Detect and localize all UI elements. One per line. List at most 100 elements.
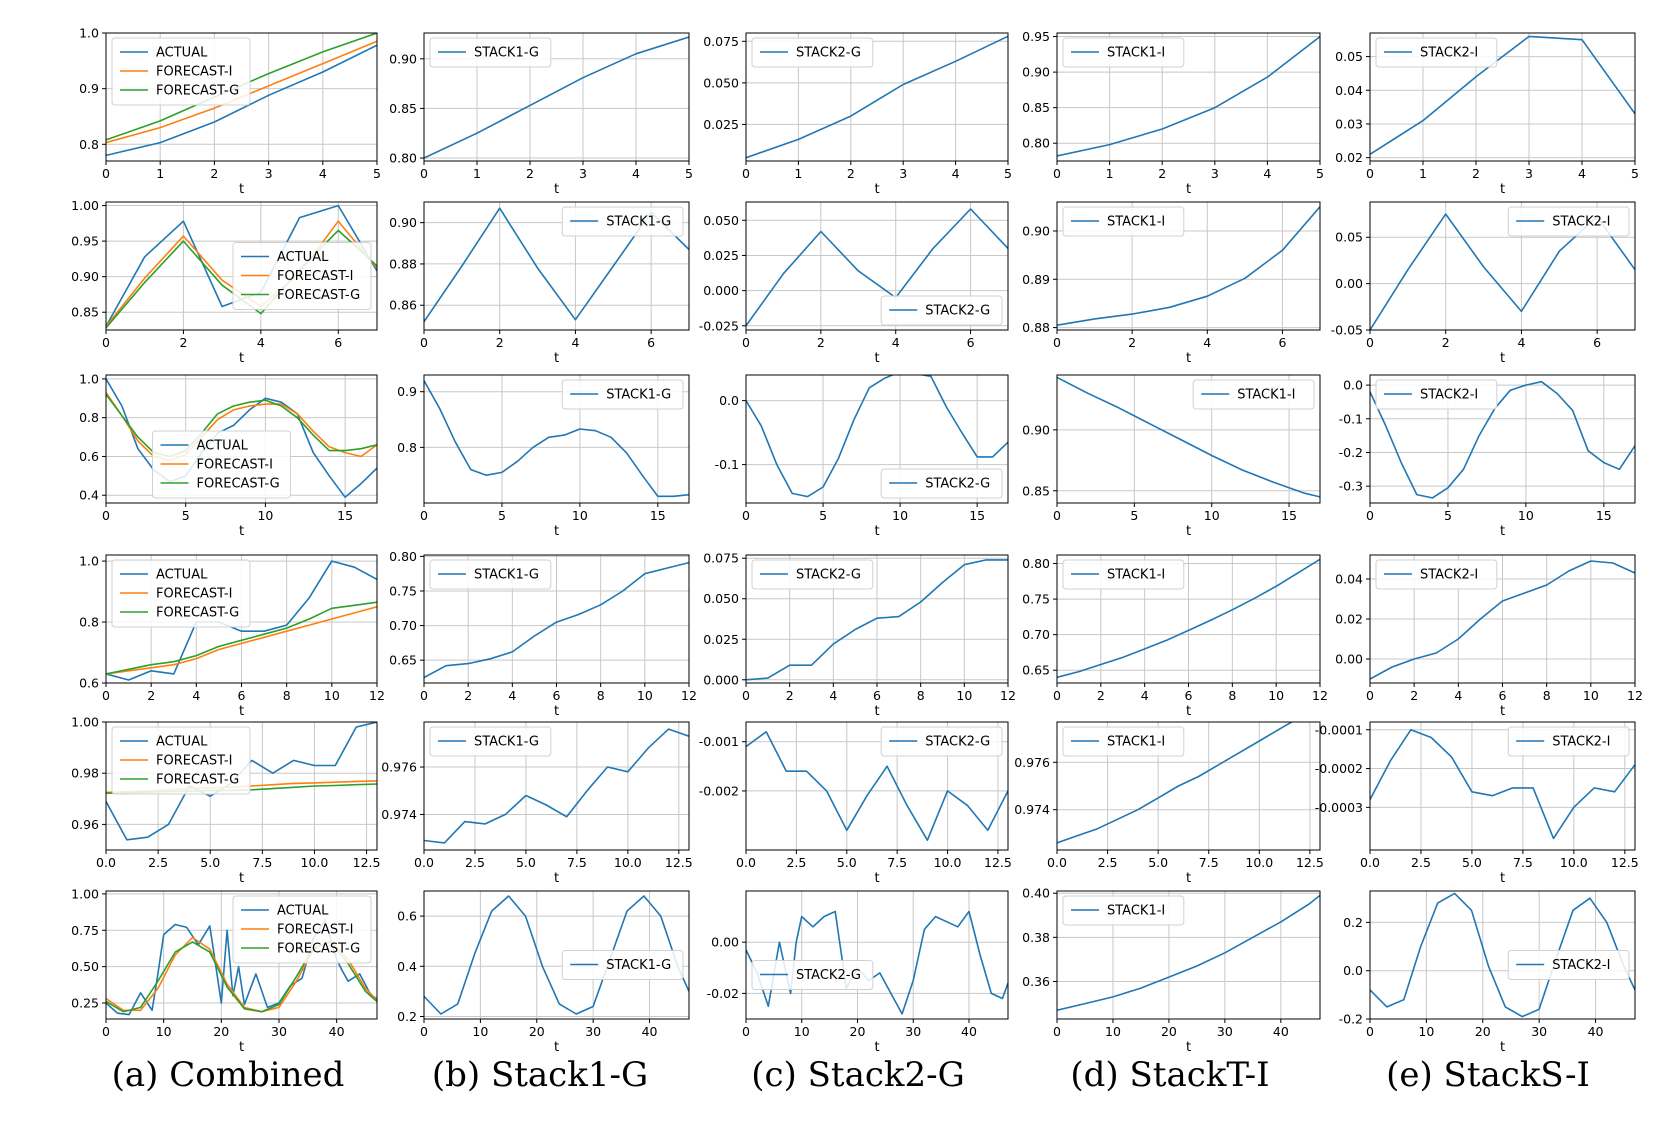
axes-frame <box>105 721 378 851</box>
legend-box <box>232 895 372 964</box>
x-tick-label: 7.5 <box>887 855 907 870</box>
legend-label: STACK2-G <box>796 968 861 983</box>
y-tick-label: 0.00 <box>711 935 739 950</box>
subplot-r4-c4: 0.0 2.5 5.0 7.5 10.0 12.5 -0.0003 -0.0002 -0.000… <box>1315 721 1639 886</box>
x-tick-label: 2 <box>526 166 534 181</box>
subplot-r5-c4: 0 10 20 30 40 -0.2 0.0 0.2 t STACK2-I <box>1339 890 1636 1055</box>
legend-box <box>429 559 552 590</box>
x-tick-label: 10 <box>1204 508 1220 523</box>
y-tick-label: 0.2 <box>1343 915 1363 930</box>
legend-box <box>1375 37 1498 68</box>
series-line-stack1-i <box>1057 894 1320 1011</box>
y-tick-label: -0.1 <box>1339 411 1363 426</box>
subplot-r3-c2: 0 2 4 6 8 10 12 0.000 0.025 0.050 0.075 t STACK2-G <box>703 551 1016 719</box>
legend: STACK2-I <box>1375 559 1498 590</box>
axes-frame <box>1369 32 1636 162</box>
legend: STACK2-G <box>751 960 874 990</box>
axes-frame <box>745 890 1009 1020</box>
axes-frame <box>1056 890 1321 1020</box>
x-tick-label: 1 <box>1419 166 1427 181</box>
x-tick-label: 15 <box>1596 508 1612 523</box>
legend-label: STACK2-I <box>1552 735 1610 750</box>
y-tick-label: -0.1 <box>715 457 739 472</box>
y-tick-label: 0.90 <box>389 51 417 66</box>
y-tick-label: 1.0 <box>79 371 99 386</box>
subplot-r3-c0: 0 2 4 6 8 10 12 0.6 0.8 1.0 t ACTUAL FORECAST-I FOREC… <box>79 554 385 719</box>
x-tick-label: 6 <box>334 335 342 350</box>
legend: ACTUAL FORECAST-I FORECAST-G <box>111 726 251 795</box>
x-tick-label: 6 <box>1185 688 1193 703</box>
legend-box <box>1507 950 1630 980</box>
series-line-stack2-g <box>746 208 1008 327</box>
legend: STACK1-G <box>561 379 684 410</box>
legend: ACTUAL FORECAST-I FORECAST-G <box>111 559 251 628</box>
subplot-r2-c4: 0 5 10 15 -0.3 -0.2 -0.1 0.0 t STACK2-I <box>1339 374 1636 539</box>
x-tick-label: 0 <box>742 335 750 350</box>
y-tick-label: -0.2 <box>1339 1012 1363 1027</box>
y-tick-label: 0.9 <box>397 384 417 399</box>
y-tick-label: 0.85 <box>71 305 99 320</box>
x-tick-label: 5 <box>1130 508 1138 523</box>
x-tick-label: 0 <box>1366 166 1374 181</box>
x-tick-label: 5.0 <box>1148 855 1168 870</box>
series-line-stack2-i <box>1370 380 1635 499</box>
axes-frame <box>745 554 1009 684</box>
caption-c: (c) Stack2-G <box>751 1055 965 1095</box>
x-tick-label: 0.0 <box>1360 855 1380 870</box>
x-tick-label: 0 <box>742 166 750 181</box>
y-tick-label: 0.85 <box>389 101 417 116</box>
x-tick-label: 0 <box>742 1024 750 1039</box>
legend-box <box>880 468 1003 499</box>
x-tick-label: 20 <box>850 1024 866 1039</box>
axes-frame <box>1056 374 1321 504</box>
x-tick-label: 7.5 <box>1513 855 1533 870</box>
x-axis-label: t <box>874 524 879 539</box>
legend-label: ACTUAL <box>277 904 329 919</box>
x-tick-label: 2.5 <box>465 855 485 870</box>
x-tick-label: 12 <box>1312 688 1328 703</box>
y-tick-label: 0.6 <box>79 449 99 464</box>
legend-label: STACK1-G <box>606 215 671 230</box>
y-tick-label: 0.000 <box>703 283 739 298</box>
legend-box <box>1062 895 1185 926</box>
x-tick-label: 5 <box>1316 166 1324 181</box>
x-axis-label: t <box>1186 182 1191 197</box>
y-tick-label: -0.001 <box>699 734 739 749</box>
legend-label: FORECAST-I <box>156 754 232 769</box>
x-tick-label: 6 <box>1593 335 1601 350</box>
subplot-r1-c2: 0 2 4 6 -0.025 0.000 0.025 0.050 t STACK2-G <box>699 201 1009 366</box>
legend: STACK2-I <box>1507 726 1630 757</box>
axes-frame <box>423 32 690 162</box>
y-tick-label: -0.0001 <box>1315 722 1363 737</box>
axes-frame <box>1369 201 1636 331</box>
legend-label: FORECAST-I <box>277 269 353 284</box>
subplot-r1-c1: 0 2 4 6 0.86 0.88 0.90 t STACK1-G <box>389 201 690 366</box>
x-tick-label: 10 <box>794 1024 810 1039</box>
series-line-stack1-g <box>424 728 689 844</box>
y-tick-label: 0.85 <box>1022 100 1050 115</box>
axes-frame <box>423 554 690 684</box>
x-tick-label: 3 <box>579 166 587 181</box>
legend-label: STACK2-I <box>1420 568 1478 583</box>
y-tick-label: 0.8 <box>79 137 99 152</box>
subplot-r3-c4: 0 2 4 6 8 10 12 0.00 0.02 0.04 t STACK2-I <box>1335 554 1643 719</box>
y-tick-label: 0.38 <box>1022 930 1050 945</box>
x-tick-label: 5.0 <box>200 855 220 870</box>
x-tick-label: 0 <box>1053 335 1061 350</box>
series-line-stack2-g <box>746 730 1008 842</box>
series-line-stack2-g <box>746 35 1008 159</box>
x-tick-label: 0 <box>1053 508 1061 523</box>
legend-box <box>751 559 874 590</box>
x-tick-label: 10 <box>637 688 653 703</box>
x-tick-label: 2 <box>464 688 472 703</box>
x-tick-label: 0 <box>1366 335 1374 350</box>
x-tick-label: 3 <box>899 166 907 181</box>
x-tick-label: 1 <box>156 166 164 181</box>
legend-label: STACK1-I <box>1237 388 1295 403</box>
x-axis-label: t <box>554 182 559 197</box>
legend-box <box>561 379 684 410</box>
x-tick-label: 15 <box>969 508 985 523</box>
x-tick-label: 12.5 <box>984 855 1012 870</box>
y-tick-label: 0.075 <box>703 34 739 49</box>
